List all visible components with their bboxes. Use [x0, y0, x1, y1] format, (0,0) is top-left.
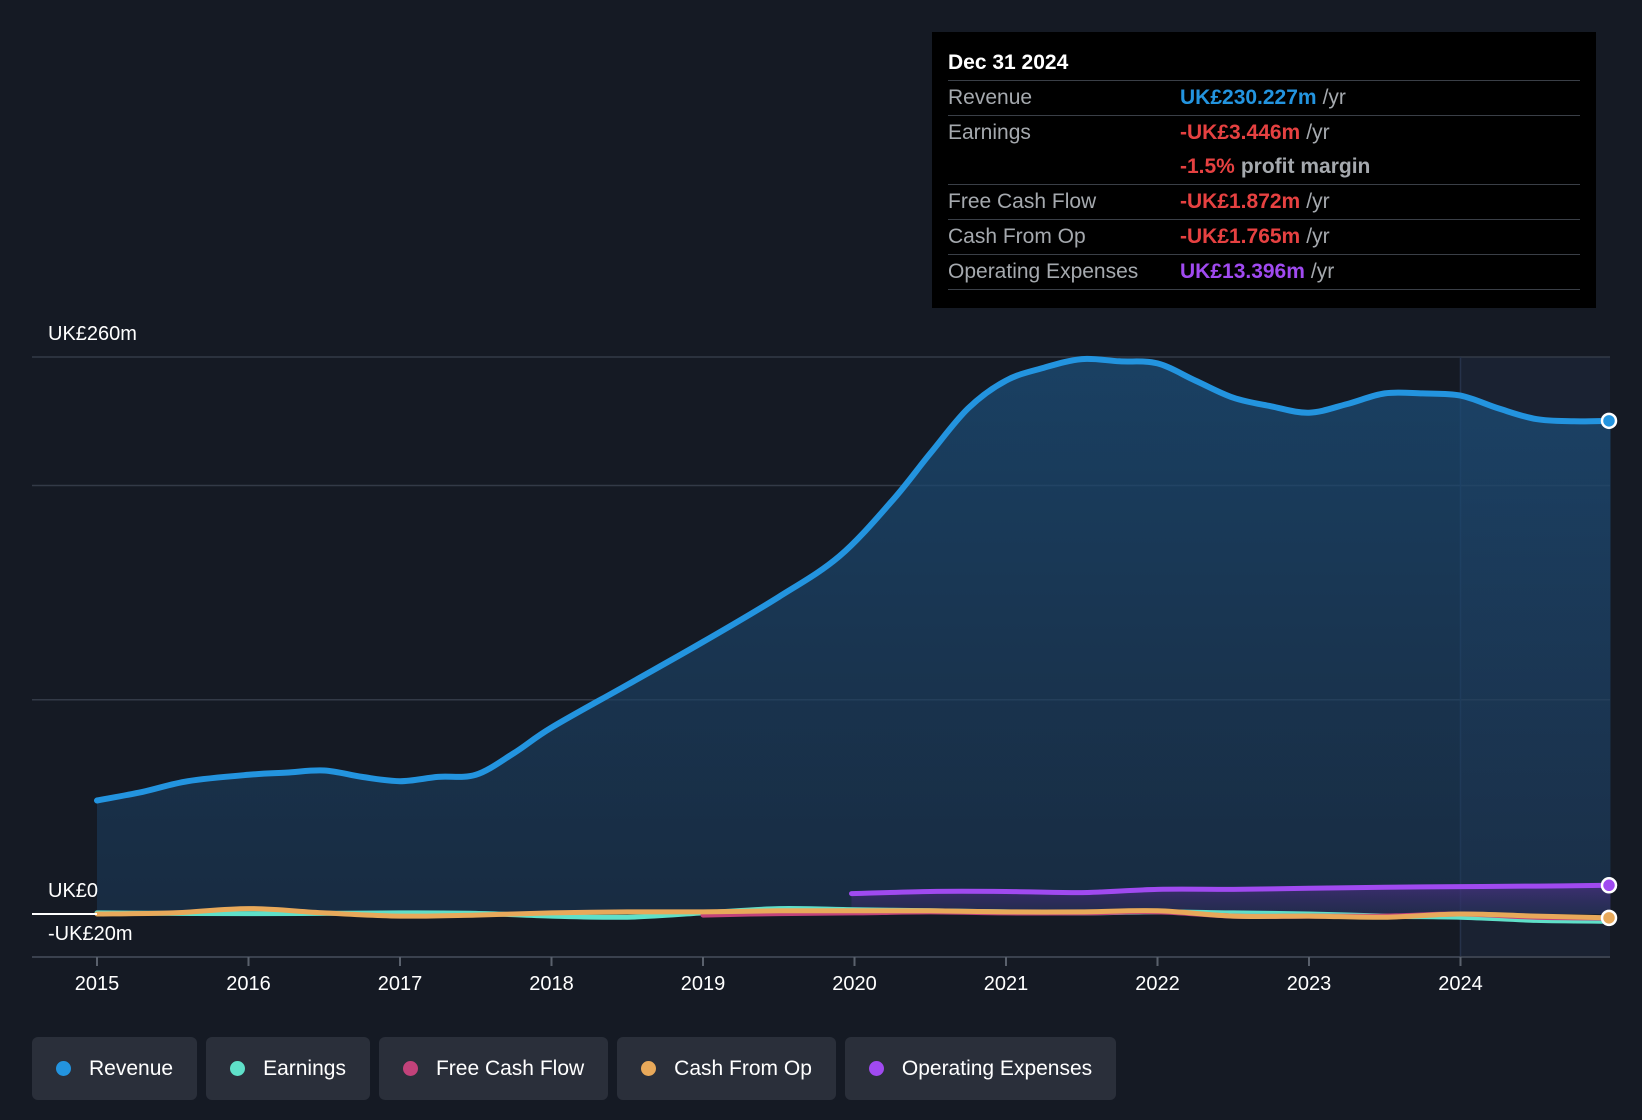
- tooltip: Dec 31 2024 Revenue UK£230.227m/yr Earning…: [932, 32, 1596, 308]
- x-tick-label: 2016: [226, 973, 271, 995]
- x-tick-label: 2024: [1438, 973, 1483, 995]
- tooltip-row-label: Free Cash Flow: [948, 190, 1097, 213]
- tooltip-row-label: Cash From Op: [948, 225, 1086, 248]
- tooltip-row-value: UK£230.227m: [1180, 86, 1317, 109]
- x-tick-label: 2015: [75, 973, 120, 995]
- tooltip-row: Operating Expenses UK£13.396m/yr: [948, 255, 1580, 290]
- legend-item-cash-from-op[interactable]: Cash From Op: [617, 1037, 836, 1100]
- tooltip-row-unit: /yr: [1310, 260, 1335, 283]
- legend-label: Revenue: [89, 1056, 174, 1080]
- legend-item-free-cash-flow[interactable]: Free Cash Flow: [378, 1037, 609, 1100]
- cash-from-op-end-marker: [1600, 909, 1618, 927]
- legend-item-revenue[interactable]: Revenue: [32, 1037, 198, 1100]
- legend-label: Earnings: [263, 1056, 346, 1080]
- tooltip-date: Dec 31 2024: [948, 46, 1580, 81]
- cash-from-op-line: [94, 906, 1613, 921]
- y-label-bottom: -UK£20m: [48, 923, 132, 945]
- legend-label: Free Cash Flow: [435, 1056, 585, 1080]
- tooltip-margin-label: profit margin: [1240, 155, 1371, 178]
- tooltip-row-label: Earnings: [948, 121, 1031, 144]
- tooltip-row-value: -UK£3.446m: [1180, 121, 1301, 144]
- tooltip-row: Cash From Op -UK£1.765m/yr: [948, 220, 1580, 255]
- y-label-zero: UK£0: [48, 880, 98, 902]
- legend-dot-icon: [230, 1061, 246, 1076]
- x-tick-label: 2017: [378, 973, 423, 995]
- tooltip-row-value: -UK£1.872m: [1180, 190, 1301, 213]
- tooltip-row-label: Revenue: [948, 86, 1033, 109]
- revenue-area: [97, 358, 1611, 914]
- operating-expenses-end-marker: [1600, 877, 1618, 894]
- legend: Revenue Earnings Free Cash Flow Cash From O…: [32, 1037, 1117, 1100]
- x-tick-label: 2018: [529, 973, 574, 995]
- legend-item-operating-expenses[interactable]: Operating Expenses: [844, 1037, 1117, 1100]
- legend-dot-icon: [868, 1061, 884, 1076]
- revenue-line: [94, 355, 1614, 804]
- x-tick-label: 2020: [832, 973, 877, 995]
- x-axis: 2015 2016 2017 2018 2019 2020 2021 2022 2023 2024: [75, 957, 1483, 995]
- tooltip-row: Free Cash Flow -UK£1.872m/yr: [948, 185, 1580, 220]
- legend-dot-icon: [402, 1061, 418, 1076]
- legend-label: Operating Expenses: [901, 1056, 1093, 1080]
- tooltip-row-unit: /yr: [1306, 225, 1330, 248]
- x-tick-label: 2021: [984, 973, 1029, 995]
- tooltip-row-unit: /yr: [1322, 86, 1346, 109]
- series-layer: [32, 355, 1618, 958]
- y-label-top: UK£260m: [48, 323, 137, 345]
- legend-dot-icon: [641, 1061, 657, 1076]
- x-tick-label: 2023: [1287, 973, 1332, 995]
- tooltip-row: Revenue UK£230.227m/yr: [948, 81, 1580, 116]
- legend-label: Cash From Op: [674, 1056, 812, 1080]
- operating-expenses-line: [849, 882, 1613, 897]
- tooltip-row-value: UK£13.396m: [1180, 260, 1305, 283]
- legend-dot-icon: [56, 1061, 71, 1076]
- legend-item-earnings[interactable]: Earnings: [206, 1037, 370, 1100]
- tooltip-row: Earnings -UK£3.446m/yr -1.5% profit margin: [948, 116, 1580, 185]
- x-tick-label: 2019: [681, 973, 726, 995]
- revenue-end-marker: [1600, 412, 1618, 430]
- tooltip-margin-value: -1.5%: [1180, 155, 1235, 178]
- x-tick-label: 2022: [1135, 973, 1180, 995]
- tooltip-row-label: Operating Expenses: [948, 260, 1139, 283]
- tooltip-row-unit: /yr: [1306, 190, 1330, 213]
- tooltip-row-unit: /yr: [1306, 121, 1330, 144]
- tooltip-row-value: -UK£1.765m: [1180, 225, 1301, 248]
